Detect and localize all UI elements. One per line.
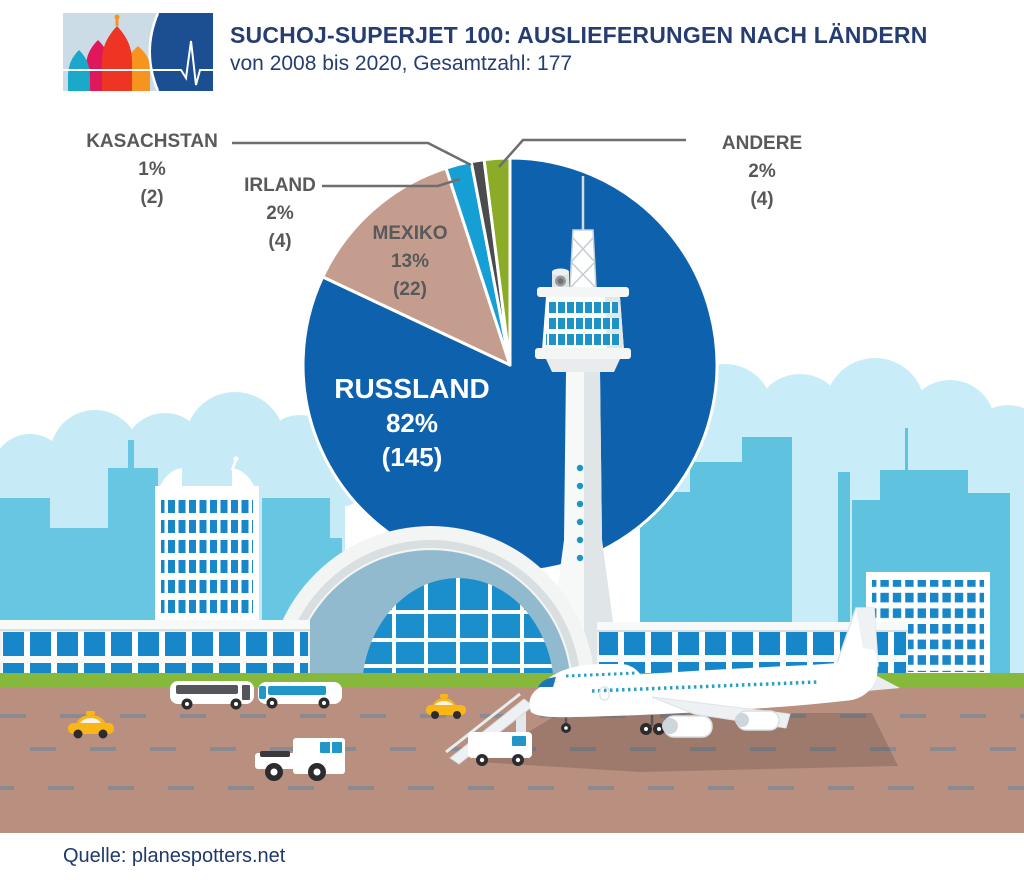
slice-count: (4)	[750, 189, 774, 210]
slice-percent: 2%	[266, 203, 294, 224]
slice-count: (4)	[268, 231, 292, 252]
tower-window-row	[548, 302, 618, 313]
airplane	[529, 607, 900, 738]
terminal-windows	[2, 632, 308, 656]
pie-chart	[301, 156, 719, 574]
slice-name: MEXIKO	[372, 223, 448, 244]
service-truck	[255, 738, 345, 781]
main-deck-windows	[591, 680, 819, 693]
plane-shadow	[478, 713, 898, 772]
road-markings	[0, 714, 1024, 790]
page-subtitle: von 2008 bis 2020, Gesamtzahl: 177	[230, 52, 573, 75]
leader-line-kasachstan	[232, 141, 472, 167]
terminal-wing-left	[0, 620, 310, 677]
shuttle-bus	[258, 682, 342, 709]
fuselage	[529, 648, 878, 718]
slice-name: IRLAND	[244, 175, 316, 196]
source-credit: Quelle: planespotters.net	[63, 845, 286, 867]
slice-count: (22)	[393, 279, 427, 300]
slice-name: RUSSLAND	[334, 373, 490, 404]
slice-name: ANDERE	[721, 133, 803, 154]
taxi-center	[426, 694, 466, 719]
slice-percent: 82%	[385, 408, 439, 438]
pie-slice-andere	[482, 156, 512, 367]
tower-shaft-lights	[576, 464, 584, 562]
terminal-arch	[267, 526, 595, 691]
logo-curve	[148, 13, 160, 91]
pie-slice-mexiko	[321, 166, 512, 367]
cockpit-window	[538, 677, 556, 687]
taxi-left	[68, 711, 114, 739]
slice-percent: 2%	[748, 161, 776, 182]
logo-blue-panel	[149, 13, 213, 91]
tower-window-row	[546, 334, 620, 345]
stairs-truck	[445, 692, 534, 766]
publisher-logo	[63, 13, 213, 91]
slice-count: (145)	[381, 442, 443, 472]
page-title: SUCHOJ-SUPERJET 100: AUSLIEFERUNGEN NACH…	[230, 22, 928, 48]
slice-percent: 13%	[390, 251, 430, 272]
leader-line-irland	[322, 177, 461, 188]
tower-window-row	[547, 318, 619, 329]
office-building-left	[155, 456, 259, 622]
pie-label-kasachstan: KASACHSTAN 1% (2)	[86, 128, 218, 212]
slice-name: KASACHSTAN	[86, 131, 218, 152]
pie-label-andere: ANDERE 2% (4)	[722, 130, 802, 214]
cathedral-icon	[68, 14, 150, 91]
pie-label-russland: RUSSLAND 82% (145)	[334, 372, 490, 474]
office-left-windows	[161, 494, 253, 614]
pulse-line-icon	[63, 40, 213, 86]
slice-count: (2)	[140, 187, 164, 208]
terminal-windows	[599, 632, 906, 655]
slice-percent: 1%	[138, 159, 166, 180]
bus-grey-windows	[170, 681, 254, 710]
cabin-door	[599, 686, 610, 701]
leader-line-andere	[498, 138, 686, 168]
leader-lines	[232, 138, 686, 188]
pie-label-mexiko: MEXIKO 13% (22)	[373, 220, 448, 304]
pie-label-irland: IRLAND 2% (4)	[244, 172, 316, 256]
